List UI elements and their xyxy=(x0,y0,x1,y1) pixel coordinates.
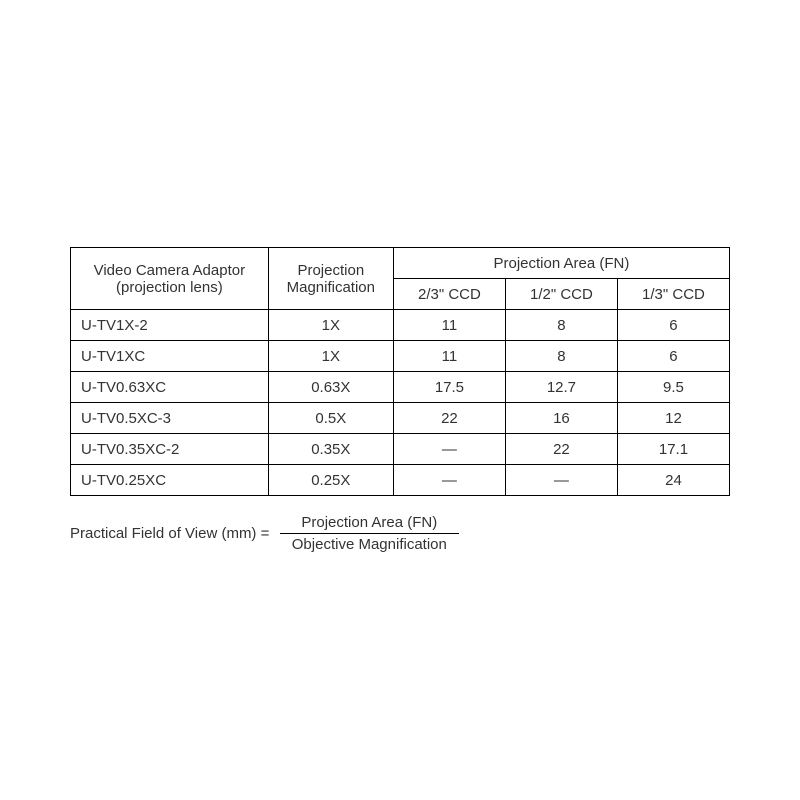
table-body: U-TV1X-2 1X 11 8 6 U-TV1XC 1X 11 8 6 U-T… xyxy=(71,310,730,496)
cell-ccd13: 6 xyxy=(617,310,729,341)
cell-ccd12: — xyxy=(505,465,617,496)
table-row: U-TV0.35XC-2 0.35X — 22 17.1 xyxy=(71,434,730,465)
cell-ccd12: 12.7 xyxy=(505,372,617,403)
cell-ccd13: 12 xyxy=(617,403,729,434)
header-mag-line2: Magnification xyxy=(287,279,375,296)
spec-table: Video Camera Adaptor (projection lens) P… xyxy=(70,247,730,496)
table-row: U-TV0.25XC 0.25X — — 24 xyxy=(71,465,730,496)
cell-model: U-TV1XC xyxy=(71,341,269,372)
header-adaptor-line2: (projection lens) xyxy=(116,279,223,296)
cell-model: U-TV0.63XC xyxy=(71,372,269,403)
header-mag-line1: Projection xyxy=(297,262,364,279)
cell-ccd23: — xyxy=(393,465,505,496)
cell-model: U-TV0.5XC-3 xyxy=(71,403,269,434)
header-adaptor-line1: Video Camera Adaptor xyxy=(94,262,246,279)
cell-ccd13: 9.5 xyxy=(617,372,729,403)
table-row: U-TV0.5XC-3 0.5X 22 16 12 xyxy=(71,403,730,434)
content-wrapper: Video Camera Adaptor (projection lens) P… xyxy=(70,247,730,553)
cell-ccd12: 8 xyxy=(505,310,617,341)
header-projection-area: Projection Area (FN) xyxy=(393,248,729,279)
cell-ccd12: 8 xyxy=(505,341,617,372)
header-magnification: Projection Magnification xyxy=(268,248,393,310)
header-ccd-13: 1/3" CCD xyxy=(617,279,729,310)
cell-ccd13: 24 xyxy=(617,465,729,496)
cell-mag: 0.5X xyxy=(268,403,393,434)
cell-ccd12: 16 xyxy=(505,403,617,434)
cell-ccd23: 22 xyxy=(393,403,505,434)
table-row: U-TV1XC 1X 11 8 6 xyxy=(71,341,730,372)
cell-mag: 0.35X xyxy=(268,434,393,465)
cell-model: U-TV0.25XC xyxy=(71,465,269,496)
cell-mag: 1X xyxy=(268,341,393,372)
cell-ccd13: 6 xyxy=(617,341,729,372)
formula-fraction: Projection Area (FN) Objective Magnifica… xyxy=(277,514,461,553)
cell-mag: 1X xyxy=(268,310,393,341)
cell-model: U-TV1X-2 xyxy=(71,310,269,341)
cell-model: U-TV0.35XC-2 xyxy=(71,434,269,465)
cell-mag: 0.63X xyxy=(268,372,393,403)
cell-ccd23: 11 xyxy=(393,341,505,372)
table-header: Video Camera Adaptor (projection lens) P… xyxy=(71,248,730,310)
cell-ccd23: 11 xyxy=(393,310,505,341)
formula-numerator: Projection Area (FN) xyxy=(277,514,461,533)
table-row: U-TV1X-2 1X 11 8 6 xyxy=(71,310,730,341)
cell-ccd12: 22 xyxy=(505,434,617,465)
cell-mag: 0.25X xyxy=(268,465,393,496)
formula: Practical Field of View (mm) = Projectio… xyxy=(70,514,730,553)
cell-ccd13: 17.1 xyxy=(617,434,729,465)
formula-denominator: Objective Magnification xyxy=(280,533,459,553)
cell-ccd23: 17.5 xyxy=(393,372,505,403)
formula-label: Practical Field of View (mm) = xyxy=(70,525,269,542)
header-adaptor: Video Camera Adaptor (projection lens) xyxy=(71,248,269,310)
header-ccd-12: 1/2" CCD xyxy=(505,279,617,310)
table-row: U-TV0.63XC 0.63X 17.5 12.7 9.5 xyxy=(71,372,730,403)
cell-ccd23: — xyxy=(393,434,505,465)
header-ccd-23: 2/3" CCD xyxy=(393,279,505,310)
